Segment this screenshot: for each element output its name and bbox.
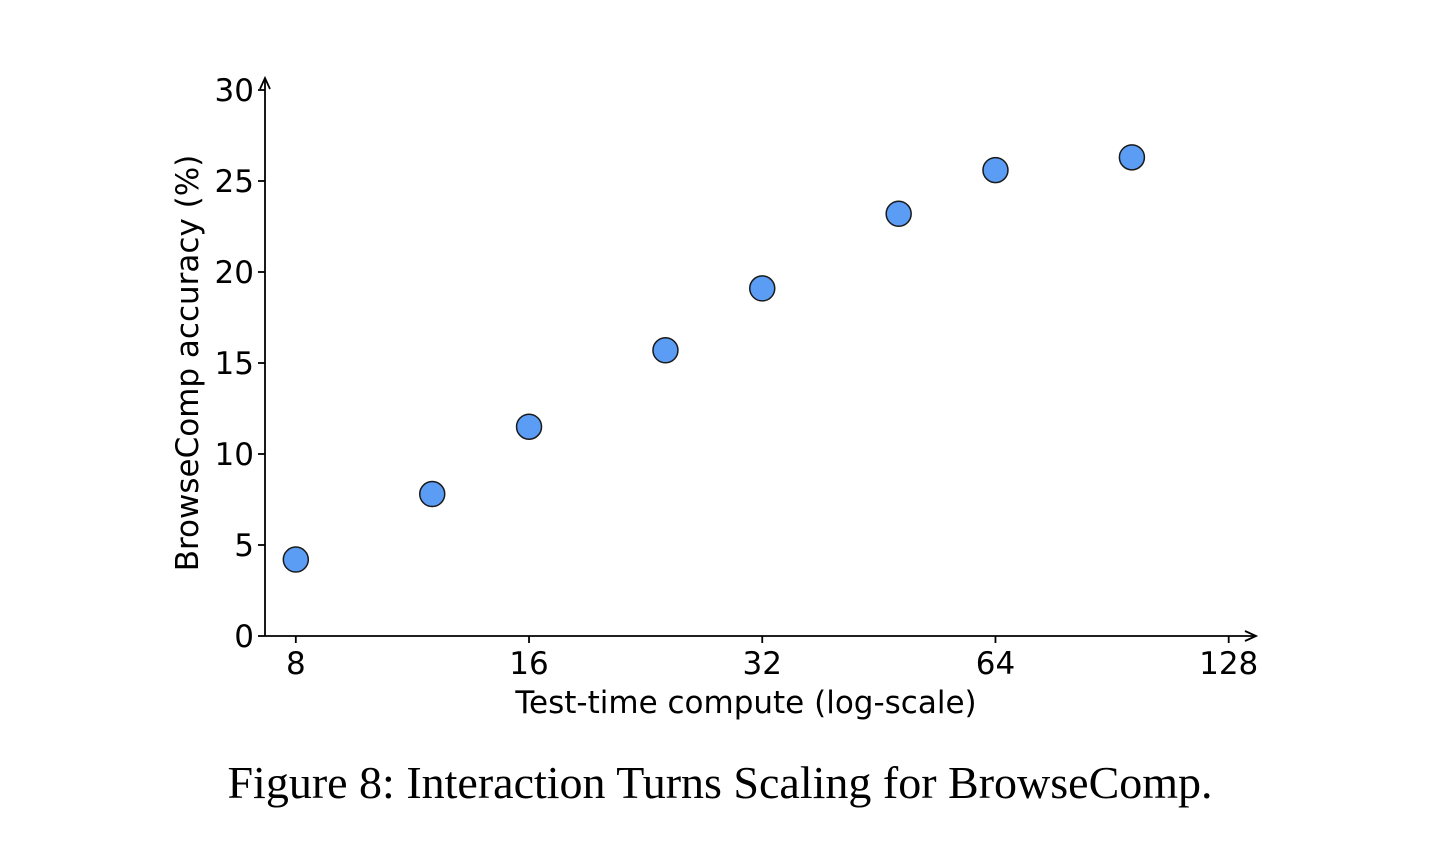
data-points bbox=[282, 144, 1146, 573]
x-ticks: 8 16 32 64 128 bbox=[286, 636, 1258, 682]
y-tick-label: 5 bbox=[234, 528, 254, 564]
y-tick-label: 10 bbox=[215, 437, 254, 473]
data-point bbox=[748, 275, 776, 302]
x-tick-label: 32 bbox=[743, 646, 782, 682]
data-point bbox=[515, 413, 543, 440]
y-ticks: 0 5 10 15 20 25 30 bbox=[215, 73, 265, 655]
x-tick-label: 128 bbox=[1199, 646, 1258, 682]
data-point bbox=[652, 337, 679, 364]
y-axis-title: BrowseComp accuracy (%) bbox=[170, 155, 206, 572]
scatter-chart: 0 5 10 15 20 25 30 8 16 32 64 128 Test-time comput… bbox=[170, 73, 1259, 721]
axes bbox=[259, 75, 1259, 642]
data-point bbox=[282, 546, 310, 573]
data-point bbox=[1118, 144, 1146, 171]
data-point bbox=[885, 200, 912, 228]
y-tick-label: 25 bbox=[215, 164, 254, 200]
y-tick-label: 20 bbox=[215, 255, 254, 291]
x-axis-arrow bbox=[1244, 630, 1259, 642]
x-tick-label: 64 bbox=[976, 646, 1015, 682]
y-tick-label: 30 bbox=[215, 73, 254, 109]
y-tick-label: 0 bbox=[234, 619, 254, 655]
x-tick-label: 8 bbox=[286, 646, 306, 682]
figure-caption: Figure 8: Interaction Turns Scaling for … bbox=[227, 757, 1213, 808]
data-point bbox=[418, 480, 446, 508]
y-axis-arrow bbox=[259, 75, 271, 90]
x-tick-label: 16 bbox=[509, 646, 548, 682]
y-tick-label: 15 bbox=[215, 346, 254, 382]
x-axis-title: Test-time compute (log-scale) bbox=[514, 685, 976, 721]
data-point bbox=[982, 156, 1009, 184]
